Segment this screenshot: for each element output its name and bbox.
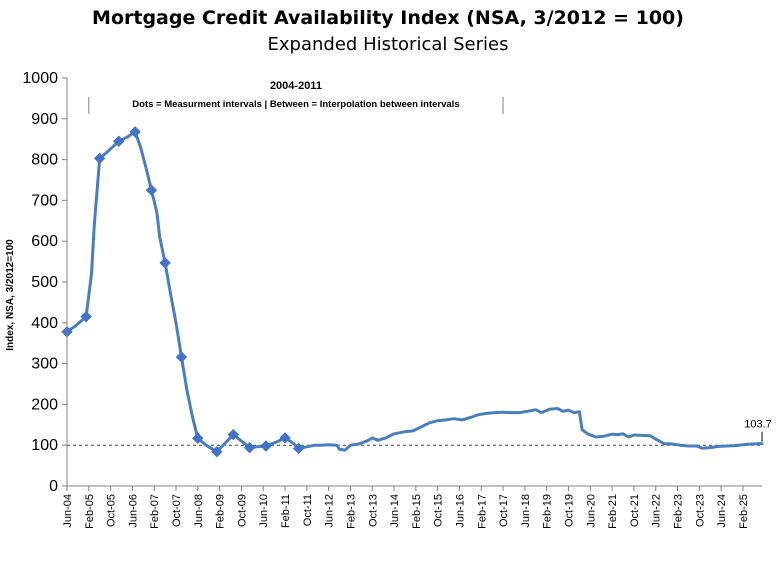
x-tick-label: Jun-10 — [258, 494, 270, 528]
end-value-label: 103.7 — [744, 419, 772, 431]
x-tick-label: Feb-09 — [215, 494, 227, 529]
x-tick-label: Oct-11 — [302, 494, 314, 526]
x-tick-label: Oct-13 — [367, 494, 379, 527]
y-tick-label: 0 — [49, 478, 58, 495]
x-tick-label: Oct-05 — [106, 494, 118, 527]
series-line — [65, 130, 764, 454]
x-tick-label: Feb-25 — [738, 494, 750, 529]
y-tick-label: 700 — [31, 192, 58, 209]
measurement-marker — [145, 184, 158, 196]
x-tick-label: Feb-19 — [542, 494, 554, 529]
x-tick-label: Jun-08 — [193, 494, 205, 528]
annotation-heading: 2004-2011 — [270, 80, 322, 92]
x-tick-label: Feb-11 — [280, 494, 292, 528]
measurement-markers — [61, 126, 305, 458]
measurement-marker — [175, 351, 188, 363]
annotation-text: Dots = Measurment intervals | Between = … — [132, 99, 459, 110]
chart-subtitle: Expanded Historical Series — [268, 34, 509, 55]
y-tick-label: 500 — [31, 274, 58, 291]
x-tick-label: Jun-14 — [389, 494, 401, 528]
y-axis: 0 100 200 300 400 500 600 700 800 900 1000 — [22, 70, 67, 495]
x-tick-label: Feb-07 — [149, 494, 161, 529]
x-tick-label: Feb-05 — [84, 494, 96, 529]
y-tick-label: 200 — [31, 396, 58, 413]
annotation: 2004-2011 Dots = Measurment intervals | … — [88, 80, 504, 114]
x-tick-label: Jun-22 — [651, 494, 663, 528]
measurement-marker — [243, 441, 256, 454]
x-tick-label: Feb-21 — [607, 494, 619, 529]
measurement-marker — [80, 310, 92, 323]
y-tick-label: 400 — [31, 315, 58, 332]
x-tick-label: Oct-19 — [563, 494, 575, 527]
x-tick-label: Jun-04 — [62, 494, 74, 528]
plot-area: 0 100 200 300 400 500 600 700 800 900 1000 Jun-04 F… — [22, 70, 771, 529]
x-tick-label: Oct-21 — [629, 494, 641, 527]
y-axis-label: Index, NSA, 3/2012=100 — [5, 239, 16, 351]
measurement-marker — [260, 440, 272, 452]
y-tick-label: 100 — [31, 437, 58, 454]
x-tick-label: Jun-24 — [716, 494, 728, 528]
chart-title: Mortgage Credit Availability Index (NSA,… — [92, 7, 684, 29]
y-tick-label: 900 — [31, 111, 58, 128]
x-tick-label: Feb-17 — [476, 494, 488, 529]
x-tick-label: Feb-13 — [345, 494, 357, 529]
measurement-marker — [292, 442, 305, 455]
y-tick-label: 600 — [31, 233, 58, 250]
measurement-marker — [129, 126, 141, 138]
measurement-marker — [159, 257, 171, 269]
measurement-marker — [192, 432, 204, 444]
x-tick-label: Jun-16 — [454, 494, 466, 528]
y-tick-label: 300 — [31, 356, 58, 373]
x-tick-label: Oct-15 — [433, 494, 445, 527]
x-axis: Jun-04 Feb-05 Oct-05 Jun-06 Feb-07 Oct-07 Jun-… — [62, 486, 750, 529]
x-tick-label: Oct-17 — [498, 494, 510, 527]
x-tick-label: Feb-15 — [411, 494, 423, 529]
y-tick-label: 800 — [31, 152, 58, 169]
x-tick-label: Jun-12 — [324, 494, 336, 528]
x-tick-label: Jun-20 — [585, 494, 597, 528]
measurement-marker — [93, 152, 106, 165]
x-tick-label: Jun-06 — [127, 494, 139, 528]
measurement-marker — [113, 135, 125, 147]
x-tick-label: Oct-09 — [236, 494, 248, 527]
measurement-marker — [211, 446, 223, 458]
x-tick-label: Oct-07 — [171, 494, 183, 527]
x-tick-label: Jun-18 — [520, 494, 532, 528]
measurement-marker — [227, 428, 239, 441]
measurement-marker — [279, 432, 291, 444]
x-tick-label: Oct-23 — [694, 494, 706, 527]
x-tick-label: Feb-23 — [673, 494, 685, 529]
y-tick-label: 1000 — [22, 70, 58, 87]
